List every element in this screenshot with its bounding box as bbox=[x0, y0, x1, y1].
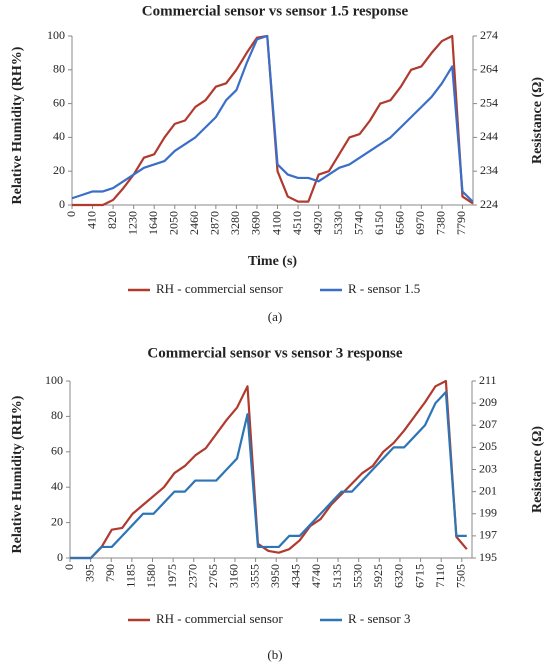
x-tick-label: 6150 bbox=[372, 211, 386, 235]
x-tick-label: 3160 bbox=[227, 564, 241, 588]
y-axis-title: Relative Humidity (RH%) bbox=[10, 395, 25, 553]
x-tick-label: 410 bbox=[84, 211, 98, 229]
x-tick-label: 3280 bbox=[228, 211, 242, 235]
x-tick-label: 1580 bbox=[144, 564, 158, 588]
y2-axis-title: Resistance (Ω) bbox=[530, 77, 545, 164]
legend-label: R - sensor 1.5 bbox=[348, 281, 420, 296]
y2-tick-label: 195 bbox=[479, 550, 497, 564]
x-tick-label: 7505 bbox=[454, 564, 468, 588]
x-tick-label: 1185 bbox=[124, 564, 138, 588]
x-tick-label: 0 bbox=[64, 211, 78, 217]
series-line bbox=[70, 390, 467, 560]
y2-tick-label: 203 bbox=[479, 461, 497, 475]
y-tick-label: 100 bbox=[47, 28, 65, 42]
x-tick-label: 4510 bbox=[290, 211, 304, 235]
x-tick-label: 3555 bbox=[247, 564, 261, 588]
y-tick-label: 0 bbox=[57, 550, 63, 564]
x-tick-label: 6715 bbox=[412, 564, 426, 588]
x-tick-label: 7380 bbox=[434, 211, 448, 235]
y-tick-label: 20 bbox=[51, 514, 63, 528]
y2-axis-title: Resistance (Ω) bbox=[530, 426, 545, 513]
x-axis-title: Time (s) bbox=[248, 254, 297, 269]
legend-label: R - sensor 3 bbox=[348, 611, 410, 626]
x-tick-label: 1230 bbox=[125, 211, 139, 235]
legend-label: RH - commercial sensor bbox=[156, 611, 283, 626]
x-tick-label: 820 bbox=[105, 211, 119, 229]
x-tick-label: 6560 bbox=[393, 211, 407, 235]
y-tick-label: 60 bbox=[51, 444, 63, 458]
x-tick-label: 2460 bbox=[187, 211, 201, 235]
x-tick-label: 7790 bbox=[454, 211, 468, 235]
series-line bbox=[70, 379, 468, 560]
chart-title: Commercial sensor vs sensor 1.5 response bbox=[142, 3, 409, 19]
y2-tick-label: 254 bbox=[480, 95, 498, 109]
x-tick-label: 4920 bbox=[310, 211, 324, 235]
series-line bbox=[71, 34, 474, 203]
series-line bbox=[72, 34, 474, 207]
y2-tick-label: 209 bbox=[479, 395, 497, 409]
x-tick-label: 6320 bbox=[392, 564, 406, 588]
x-tick-label: 5925 bbox=[371, 564, 385, 588]
x-tick-label: 0 bbox=[62, 564, 76, 570]
y2-tick-label: 207 bbox=[479, 417, 497, 431]
y-tick-label: 60 bbox=[53, 95, 65, 109]
x-tick-label: 2765 bbox=[206, 564, 220, 588]
x-tick-label: 2870 bbox=[208, 211, 222, 235]
x-tick-label: 2050 bbox=[167, 211, 181, 235]
x-tick-label: 3950 bbox=[268, 564, 282, 588]
y-tick-label: 80 bbox=[53, 62, 65, 76]
y-tick-label: 40 bbox=[53, 129, 65, 143]
x-tick-label: 4740 bbox=[309, 564, 323, 588]
y-axis-title: Relative Humidity (RH%) bbox=[10, 46, 25, 204]
y-tick-label: 100 bbox=[45, 373, 63, 387]
x-tick-label: 5740 bbox=[351, 211, 365, 235]
caption: (a) bbox=[268, 309, 282, 324]
chart-title: Commercial sensor vs sensor 3 response bbox=[147, 345, 402, 361]
x-tick-label: 790 bbox=[103, 564, 117, 582]
y2-tick-label: 224 bbox=[480, 197, 498, 211]
y2-tick-label: 199 bbox=[479, 506, 497, 520]
y2-tick-label: 244 bbox=[480, 129, 498, 143]
legend-label: RH - commercial sensor bbox=[156, 281, 283, 296]
y2-tick-label: 234 bbox=[480, 163, 498, 177]
x-tick-label: 6970 bbox=[413, 211, 427, 235]
y2-tick-label: 205 bbox=[479, 439, 497, 453]
y2-tick-label: 201 bbox=[479, 483, 497, 497]
x-tick-label: 4345 bbox=[289, 564, 303, 588]
y-tick-label: 40 bbox=[51, 479, 63, 493]
x-tick-label: 3690 bbox=[249, 211, 263, 235]
y-tick-label: 80 bbox=[51, 408, 63, 422]
y2-tick-label: 264 bbox=[480, 62, 498, 76]
y-tick-label: 0 bbox=[59, 197, 65, 211]
caption: (b) bbox=[267, 647, 282, 662]
y-tick-label: 20 bbox=[53, 163, 65, 177]
x-tick-label: 1975 bbox=[165, 564, 179, 588]
x-tick-label: 395 bbox=[82, 564, 96, 582]
x-tick-label: 5530 bbox=[350, 564, 364, 588]
y2-tick-label: 274 bbox=[480, 28, 498, 42]
x-tick-label: 5330 bbox=[331, 211, 345, 235]
x-tick-label: 5135 bbox=[330, 564, 344, 588]
x-tick-label: 1640 bbox=[146, 211, 160, 235]
y2-tick-label: 197 bbox=[479, 528, 497, 542]
y2-tick-label: 211 bbox=[479, 373, 497, 387]
x-tick-label: 2370 bbox=[185, 564, 199, 588]
x-tick-label: 4100 bbox=[269, 211, 283, 235]
x-tick-label: 7110 bbox=[433, 564, 447, 588]
